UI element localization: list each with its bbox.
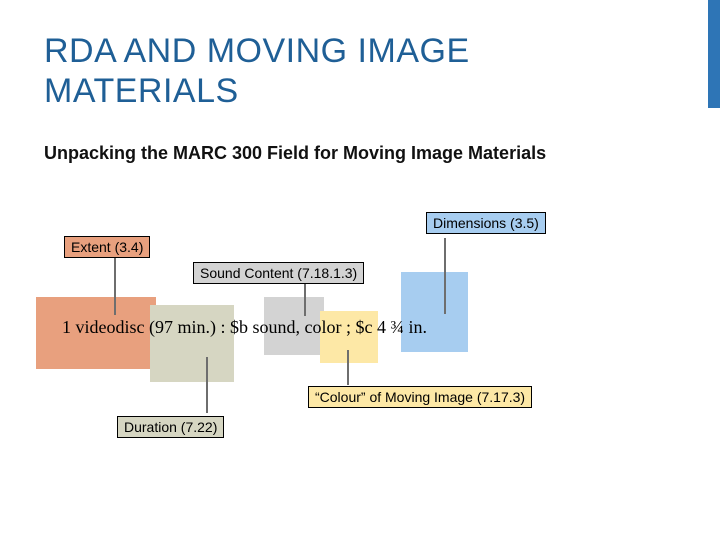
sound-block	[264, 297, 324, 355]
dimensions-label: Dimensions (3.5)	[426, 212, 546, 234]
colour-connector	[347, 350, 349, 385]
slide-subtitle: Unpacking the MARC 300 Field for Moving …	[44, 143, 547, 163]
extent-label: Extent (3.4)	[64, 236, 151, 258]
duration-label: Duration (7.22)	[117, 416, 225, 438]
colour-block	[320, 311, 378, 363]
accent-bar	[708, 0, 720, 108]
dimensions-block	[401, 272, 468, 352]
extent-block	[36, 297, 156, 369]
marc-300-field: 1 videodisc (97 min.) : $b sound, color …	[62, 317, 427, 337]
duration-block	[150, 305, 234, 382]
colour-label: “Colour” of Moving Image (7.17.3)	[308, 386, 533, 408]
slide-title: RDA AND MOVING IMAGE MATERIALS	[44, 32, 470, 110]
extent-connector	[114, 258, 116, 315]
sound-content-label: Sound Content (7.18.1.3)	[193, 262, 365, 284]
dimensions-connector	[444, 238, 446, 314]
sound-connector	[304, 284, 306, 316]
duration-connector	[206, 357, 208, 413]
